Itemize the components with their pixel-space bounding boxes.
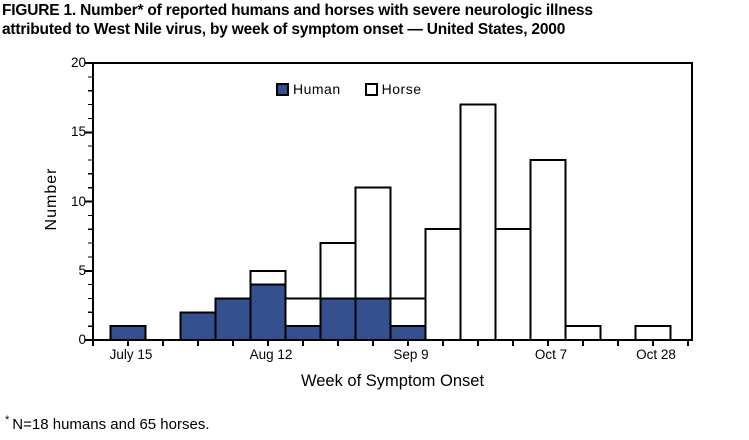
legend-item-human: Human bbox=[276, 81, 341, 97]
x-tick-label-oct-7: Oct 7 bbox=[534, 347, 568, 362]
bar-human-aug-12 bbox=[249, 283, 287, 342]
y-tick-label-20: 20 bbox=[70, 55, 86, 70]
figure-title-line2: attributed to West Nile virus, by week o… bbox=[2, 21, 566, 38]
footnote-marker: * bbox=[5, 414, 10, 426]
bar-human-aug-19 bbox=[284, 325, 322, 341]
bar-horse-sep-30 bbox=[494, 228, 532, 341]
bar-horse-sep-16 bbox=[424, 228, 462, 341]
x-tick-label-aug-12: Aug 12 bbox=[249, 347, 293, 362]
bar-human-sep-9 bbox=[389, 325, 427, 341]
figure-title: FIGURE 1. Number* of reported humans and… bbox=[2, 1, 749, 39]
y-tick-label-0: 0 bbox=[78, 332, 86, 347]
x-tick-label-sep-9: Sep 9 bbox=[393, 347, 429, 362]
bar-horse-sep-23 bbox=[459, 103, 497, 341]
y-tick-label-5: 5 bbox=[78, 262, 86, 278]
footnote: * N=18 humans and 65 horses. bbox=[5, 414, 210, 433]
bar-horse-aug-19 bbox=[284, 297, 322, 328]
bar-horse-aug-12 bbox=[249, 269, 287, 286]
bar-human-july-29 bbox=[179, 311, 217, 341]
chart-legend: Human Horse bbox=[276, 81, 422, 97]
y-tick-label-10: 10 bbox=[70, 193, 86, 209]
legend-label-horse: Horse bbox=[381, 81, 422, 97]
legend-label-human: Human bbox=[293, 81, 341, 97]
plot-frame bbox=[92, 62, 693, 341]
x-tick-label-oct-28: Oct 28 bbox=[636, 347, 676, 362]
bar-horse-oct-7 bbox=[529, 158, 567, 341]
human-swatch-icon bbox=[276, 82, 289, 96]
bar-horse-oct-28 bbox=[634, 325, 672, 341]
bar-horse-sep-2 bbox=[354, 186, 392, 300]
bar-human-july-15 bbox=[109, 325, 147, 341]
bar-human-aug-5 bbox=[214, 297, 252, 342]
legend-item-horse: Horse bbox=[364, 81, 422, 97]
bar-horse-sep-9 bbox=[389, 297, 427, 328]
bar-human-aug-26 bbox=[319, 297, 357, 342]
x-axis-title: Week of Symptom Onset bbox=[300, 372, 485, 390]
figure-title-line1: FIGURE 1. Number* of reported humans and… bbox=[2, 2, 593, 19]
bar-horse-oct-14 bbox=[564, 325, 602, 341]
footnote-text: N=18 humans and 65 horses. bbox=[12, 416, 210, 433]
y-tick-label-15: 15 bbox=[70, 124, 86, 140]
bar-horse-aug-26 bbox=[319, 242, 357, 300]
bar-human-sep-2 bbox=[354, 297, 392, 342]
horse-swatch-icon bbox=[364, 82, 378, 96]
x-tick-label-july-15: July 15 bbox=[109, 347, 153, 362]
